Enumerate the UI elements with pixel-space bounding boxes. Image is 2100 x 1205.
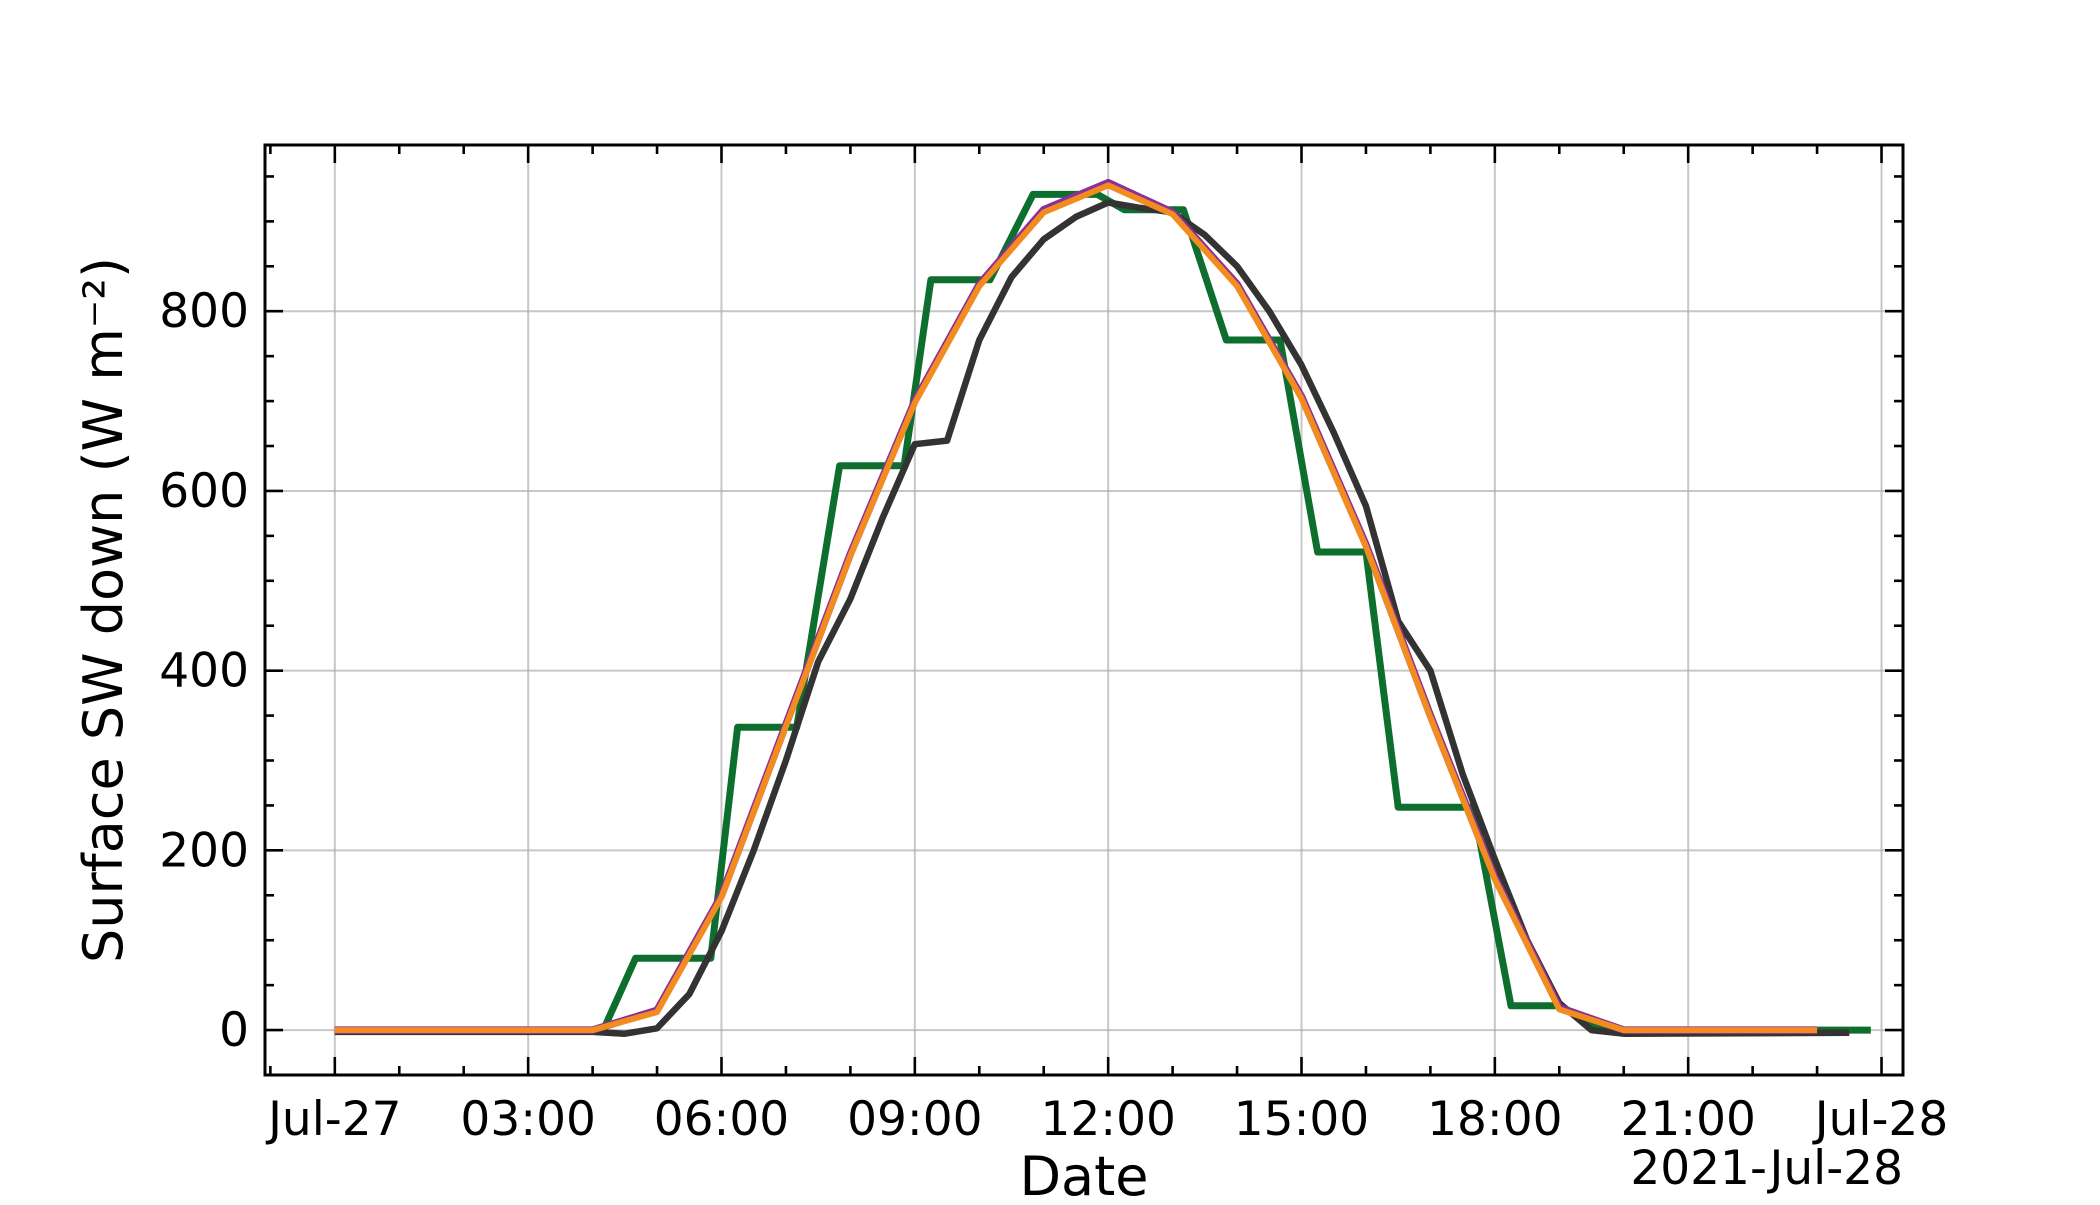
series-line-3 — [334, 178, 1818, 1034]
x-tick-label: 06:00 — [654, 1092, 789, 1147]
x-tick-label: 21:00 — [1620, 1092, 1755, 1147]
grid — [265, 145, 1903, 1075]
x-axis-title: Date — [1019, 1145, 1148, 1200]
x-tick-label: 18:00 — [1427, 1092, 1562, 1147]
x-tick-label: Jul-27 — [265, 1092, 401, 1147]
series-line-1 — [334, 190, 1871, 1034]
x-tick-label: 12:00 — [1040, 1092, 1175, 1147]
series-group — [334, 178, 1871, 1037]
y-tick-label: 200 — [159, 823, 249, 878]
y-tick-label: 800 — [159, 284, 249, 339]
x-tick-label: 15:00 — [1234, 1092, 1369, 1147]
y-tick-label: 600 — [159, 464, 249, 519]
y-tick-label: 400 — [159, 644, 249, 699]
x-tick-label: Jul-28 — [1812, 1092, 1948, 1147]
y-tick-label: 0 — [219, 1003, 249, 1058]
series-line-2 — [334, 199, 1850, 1037]
y-axis-title: Surface SW down (W m⁻²) — [72, 257, 135, 963]
x-axis-offset-label: 2021-Jul-28 — [1630, 1141, 1903, 1196]
x-tick-label: 03:00 — [460, 1092, 595, 1147]
axis-ticks — [265, 145, 1903, 1077]
tick-labels: Jul-27 03:00 06:00 09:00 12:00 15:00 18:00 21:0… — [159, 284, 1948, 1147]
series-line-4 — [334, 182, 1818, 1034]
plot-frame — [263, 143, 1905, 1077]
x-tick-label: 09:00 — [847, 1092, 982, 1147]
